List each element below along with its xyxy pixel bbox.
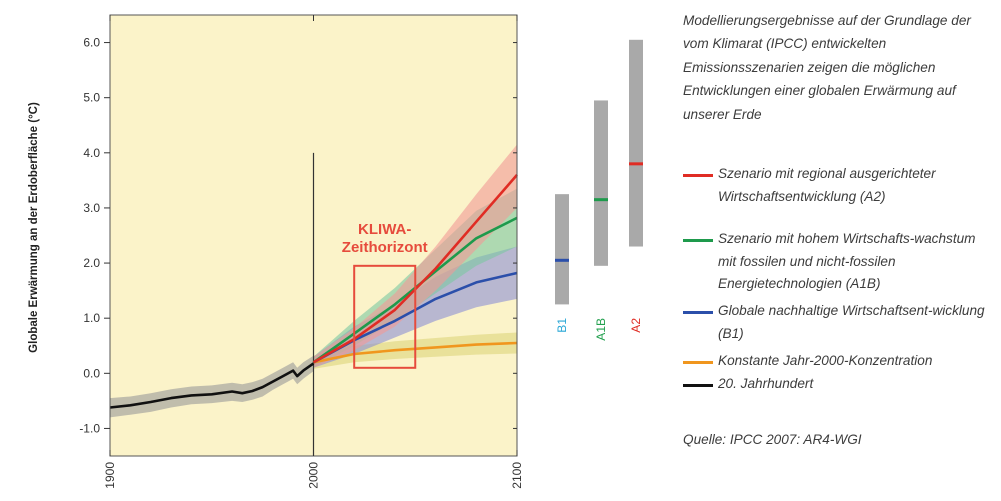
source-note: Quelle: IPCC 2007: AR4-WGI xyxy=(683,432,862,447)
legend-item: Szenario mit regional ausgerichteter Wir… xyxy=(683,163,993,208)
range-bar-a2 xyxy=(629,39,643,247)
scenario-range-bars: B1 A1B A2 xyxy=(555,39,643,341)
range-label-b1: B1 xyxy=(555,318,569,333)
range-best-a1b xyxy=(594,198,608,202)
y-tick-label: 6.0 xyxy=(83,36,100,50)
legend-label: 20. Jahrhundert xyxy=(718,376,814,391)
y-tick-label: -1.0 xyxy=(79,421,100,435)
legend-line-swatch xyxy=(683,311,713,314)
y-tick-label: 1.0 xyxy=(83,311,100,325)
range-best-a2 xyxy=(629,162,643,166)
y-axis-label: Globale Erwärmung an der Erdoberfläche (… xyxy=(28,102,40,353)
kliwa-horizon: KLIWA- Zeithorizont xyxy=(342,221,428,369)
range-label-a1b: A1B xyxy=(594,318,608,341)
kliwa-label-line1: KLIWA- xyxy=(358,221,411,238)
y-tick-label: 4.0 xyxy=(83,146,100,160)
y-tick-label: 2.0 xyxy=(83,256,100,270)
band-a2 xyxy=(313,144,517,368)
legend-line-swatch xyxy=(683,239,713,242)
x-tick-label: 2000 xyxy=(307,462,321,489)
legend-line-swatch xyxy=(683,174,713,177)
legend-item: 20. Jahrhundert xyxy=(683,373,993,396)
range-bar-a1b xyxy=(594,100,608,266)
legend-label: Konstante Jahr-2000-Konzentration xyxy=(718,353,933,368)
y-tick-label: 0.0 xyxy=(83,366,100,380)
legend-item: Szenario mit hohem Wirtschafts-wachstum … xyxy=(683,228,993,296)
kliwa-box xyxy=(353,264,417,369)
legend-label: Globale nachhaltige Wirtschaftsent-wickl… xyxy=(718,303,985,341)
chart-description: Modellierungsergebnisse auf der Grundlag… xyxy=(683,13,971,122)
side-panel: Modellierungsergebnisse auf der Grundlag… xyxy=(683,0,995,501)
x-tick-label: 2100 xyxy=(510,462,524,489)
kliwa-label-line2: Zeithorizont xyxy=(342,239,428,256)
y-tick-label: 3.0 xyxy=(83,201,100,215)
legend-item: Globale nachhaltige Wirtschaftsent-wickl… xyxy=(683,300,993,345)
legend-item: Konstante Jahr-2000-Konzentration xyxy=(683,350,993,373)
legend-label: Szenario mit hohem Wirtschafts-wachstum … xyxy=(718,231,976,291)
band-hist xyxy=(110,355,314,418)
legend-line-swatch xyxy=(683,361,713,364)
range-bar-b1 xyxy=(555,194,569,305)
range-label-a2: A2 xyxy=(629,318,643,333)
range-best-b1 xyxy=(555,258,569,262)
x-tick-label: 1900 xyxy=(103,462,117,489)
climate-chart: KLIWA- Zeithorizont -1.0 0.0 1.0 2.0 3.0 4.0 5… xyxy=(28,14,643,489)
line-hist xyxy=(109,362,315,409)
axes: -1.0 0.0 1.0 2.0 3.0 4.0 5.0 6.0 1900 2000 2100 xyxy=(79,15,524,489)
legend-line-swatch xyxy=(683,384,713,387)
legend-label: Szenario mit regional ausgerichteter Wir… xyxy=(718,166,936,204)
y-tick-label: 5.0 xyxy=(83,91,100,105)
